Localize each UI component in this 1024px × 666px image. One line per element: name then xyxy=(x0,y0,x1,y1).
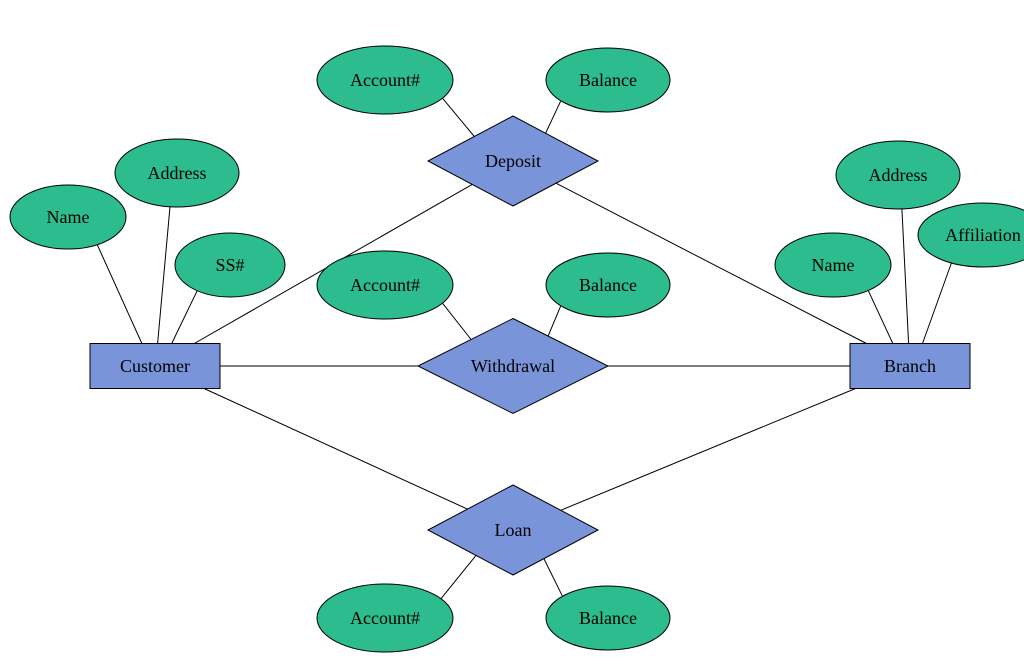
label-loan: Loan xyxy=(495,520,532,540)
attribute-cust_address: Address xyxy=(115,139,239,207)
edge-cust_address-customer xyxy=(158,207,170,344)
label-withdrawal_account: Account# xyxy=(350,275,420,295)
label-branch: Branch xyxy=(884,356,936,376)
edge-loan_balance-loan xyxy=(544,559,563,597)
label-branch_address: Address xyxy=(869,165,928,185)
edge-cust_name-customer xyxy=(97,245,142,344)
attribute-loan_account: Account# xyxy=(317,584,453,652)
edge-loan_account-loan xyxy=(441,555,476,598)
edge-withdrawal_account-withdrawal xyxy=(443,303,472,339)
attribute-loan_balance: Balance xyxy=(546,586,670,650)
edge-cust_ss-customer xyxy=(172,291,198,344)
edge-deposit_account-deposit xyxy=(443,98,475,136)
entity-branch: Branch xyxy=(850,344,970,389)
entity-customer: Customer xyxy=(90,344,220,389)
attribute-branch_address: Address xyxy=(836,141,960,209)
relationship-withdrawal: Withdrawal xyxy=(418,319,608,414)
label-customer: Customer xyxy=(120,356,190,376)
label-deposit_balance: Balance xyxy=(579,70,637,90)
attribute-cust_ss: SS# xyxy=(175,233,285,297)
label-cust_address: Address xyxy=(148,163,207,183)
er-diagram-canvas: Customer Branch Name Address SS# Name Address A… xyxy=(0,0,1024,666)
label-branch_name: Name xyxy=(812,255,855,275)
relationship-deposit: Deposit xyxy=(428,116,598,206)
attribute-cust_name: Name xyxy=(10,185,126,249)
edge-branch_affiliation-branch xyxy=(923,263,952,344)
edge-branch_name-branch xyxy=(868,290,893,343)
edge-customer-loan xyxy=(204,389,467,510)
attribute-branch_name: Name xyxy=(775,233,891,297)
label-loan_account: Account# xyxy=(350,608,420,628)
relationship-loan: Loan xyxy=(428,485,598,575)
label-withdrawal_balance: Balance xyxy=(579,275,637,295)
attribute-withdrawal_balance: Balance xyxy=(546,253,670,317)
nodes-layer: Customer Branch Name Address SS# Name Address A… xyxy=(10,46,1024,652)
attribute-deposit_balance: Balance xyxy=(546,48,670,112)
label-cust_name: Name xyxy=(47,207,90,227)
label-loan_balance: Balance xyxy=(579,608,637,628)
edge-deposit_balance-deposit xyxy=(546,101,561,133)
label-cust_ss: SS# xyxy=(215,255,244,275)
label-deposit_account: Account# xyxy=(350,70,420,90)
edge-branch_address-branch xyxy=(902,209,909,344)
attribute-branch_affiliation: Affiliation xyxy=(918,203,1024,267)
label-deposit: Deposit xyxy=(485,151,541,171)
label-withdrawal: Withdrawal xyxy=(471,356,555,376)
edge-withdrawal_balance-withdrawal xyxy=(548,306,561,336)
attribute-deposit_account: Account# xyxy=(317,46,453,114)
edge-branch-loan xyxy=(561,389,856,511)
label-branch_affiliation: Affiliation xyxy=(945,225,1021,245)
attribute-withdrawal_account: Account# xyxy=(317,251,453,319)
